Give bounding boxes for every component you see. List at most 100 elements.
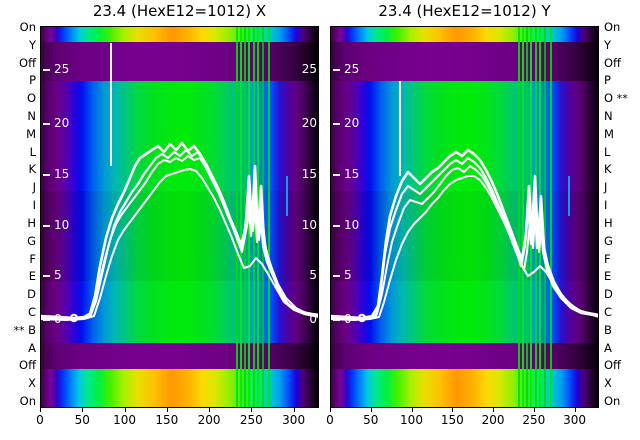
- left-category-off-19: Off: [19, 358, 36, 373]
- right-category-m-6: M: [604, 126, 614, 141]
- tick-label: 0: [36, 413, 44, 427]
- right-category-c-16: C: [604, 304, 613, 319]
- vertical-green-stripes: [244, 26, 246, 408]
- inner-ytick-25: 25: [43, 62, 69, 76]
- tick-label: 0: [326, 413, 334, 427]
- heatmap-panel-left[interactable]: 25 20 15 10 5 0 25 20 15 10 5 0: [40, 26, 319, 408]
- tick-mark: [452, 408, 454, 412]
- right-category-k-8: K: [604, 162, 612, 177]
- tick-mark: [40, 408, 41, 412]
- tick-label: 200: [481, 413, 505, 427]
- panel-title-left: 23.4 (HexE12=1012) X: [92, 2, 267, 20]
- left-category-f-13: F: [29, 251, 36, 266]
- inner-ytick-right-15: 15: [301, 167, 317, 181]
- inner-ytick-10: 10: [333, 218, 359, 232]
- vertical-green-stripes: [518, 26, 520, 408]
- right-category-i-10: I: [604, 198, 608, 213]
- tick-mark: [209, 408, 211, 412]
- tick-mark: [166, 408, 168, 412]
- upper-purple-gap: [330, 42, 599, 81]
- tick-mark: [370, 408, 372, 412]
- right-category-on-0: On: [604, 20, 621, 34]
- main-heatmap-upper: [40, 81, 319, 191]
- vertical-green-stripes: [550, 26, 552, 408]
- inner-ytick-5: 5: [43, 268, 62, 282]
- tick-mark: [533, 408, 535, 412]
- left-category-b-17: ** B: [13, 322, 36, 337]
- tick-mark: [493, 408, 495, 412]
- vertical-green-stripes: [236, 26, 238, 408]
- cyan-accent-stripe: [568, 176, 570, 216]
- tick-label: 100: [113, 413, 136, 427]
- right-category-d-15: D: [604, 287, 613, 302]
- vertical-green-stripes: [268, 26, 270, 408]
- right-category-g-12: G: [604, 233, 613, 248]
- right-category-off-19: Off: [604, 358, 621, 373]
- tick-mark: [82, 408, 84, 412]
- tick-mark: [330, 408, 331, 412]
- inner-ytick-10: 10: [43, 218, 69, 232]
- left-category-h-11: H: [27, 215, 36, 230]
- inner-ytick-0: 0: [43, 312, 62, 326]
- x-axis-right: 0 50 100 150 200 250 300: [326, 408, 599, 440]
- tick-label: 50: [363, 413, 379, 427]
- upper-purple-gap: [40, 42, 319, 81]
- left-category-g-12: G: [27, 233, 36, 248]
- tick-label: 150: [155, 413, 179, 427]
- tick-mark: [251, 408, 253, 412]
- tick-label: 150: [440, 413, 464, 427]
- inner-ytick-5: 5: [333, 268, 352, 282]
- left-category-k-8: K: [28, 162, 36, 177]
- heatmap-panel-right[interactable]: 25 20 15 10 5 0: [330, 26, 599, 408]
- left-category-l-7: L: [29, 144, 36, 159]
- left-category-e-14: E: [28, 269, 36, 284]
- inner-ytick-20: 20: [333, 116, 359, 130]
- right-category-l-7: L: [604, 144, 611, 159]
- right-category-j-9: J: [604, 180, 608, 195]
- inner-ytick-20: 20: [43, 116, 69, 130]
- lower-purple-gap: [40, 343, 319, 369]
- tick-label: 300: [282, 413, 306, 427]
- inner-ytick-25: 25: [333, 62, 359, 76]
- left-category-on-21: On: [19, 394, 36, 408]
- left-category-m-6: M: [26, 126, 36, 141]
- inner-ytick-right-10: 10: [301, 218, 317, 232]
- tick-label: 250: [522, 413, 546, 427]
- tick-label: 100: [400, 413, 423, 427]
- right-category-a-18: A: [604, 340, 612, 355]
- tick-mark: [124, 408, 126, 412]
- left-category-p-3: P: [29, 73, 36, 88]
- left-category-y-1: Y: [28, 37, 36, 52]
- panel-title-right: 23.4 (HexE12=1012) Y: [378, 2, 551, 20]
- left-category-off-2: Off: [19, 55, 36, 70]
- left-category-o-4: O: [26, 91, 36, 106]
- inner-ytick-15: 15: [333, 167, 359, 181]
- white-profile-traces: [40, 43, 319, 323]
- bottom-rainbow-band: [40, 369, 319, 408]
- tick-label: 200: [197, 413, 221, 427]
- right-category-off-2: Off: [604, 55, 621, 70]
- vertical-green-stripes: [522, 26, 524, 408]
- vertical-green-stripes: [240, 26, 242, 408]
- left-category-d-15: D: [27, 287, 36, 302]
- inner-ytick-right-25: 25: [301, 62, 317, 76]
- inner-ytick-right-0: 0: [309, 312, 317, 326]
- tick-label: 250: [239, 413, 263, 427]
- tick-mark: [293, 408, 295, 412]
- tick-mark: [574, 408, 576, 412]
- main-heatmap-mid: [40, 191, 319, 281]
- right-category-p-3: P: [604, 73, 611, 88]
- left-category-i-10: I: [32, 198, 36, 213]
- x-axis-left: 0 50 100 150 200 250 300: [36, 408, 319, 440]
- left-category-c-16: C: [27, 304, 36, 319]
- lower-purple-gap: [330, 343, 599, 369]
- tick-mark: [411, 408, 413, 412]
- inner-ytick-15: 15: [43, 167, 69, 181]
- bottom-rainbow-band: [330, 369, 599, 408]
- right-category-n-5: N: [604, 109, 613, 124]
- left-category-x-20: X: [28, 376, 36, 391]
- main-heatmap-mid: [330, 191, 599, 281]
- left-category-j-9: J: [32, 180, 36, 195]
- right-category-on-21: On: [604, 394, 621, 408]
- right-category-axis: On Y Off P O ** N M L K J I H G F E D C B A Off X On: [600, 21, 640, 408]
